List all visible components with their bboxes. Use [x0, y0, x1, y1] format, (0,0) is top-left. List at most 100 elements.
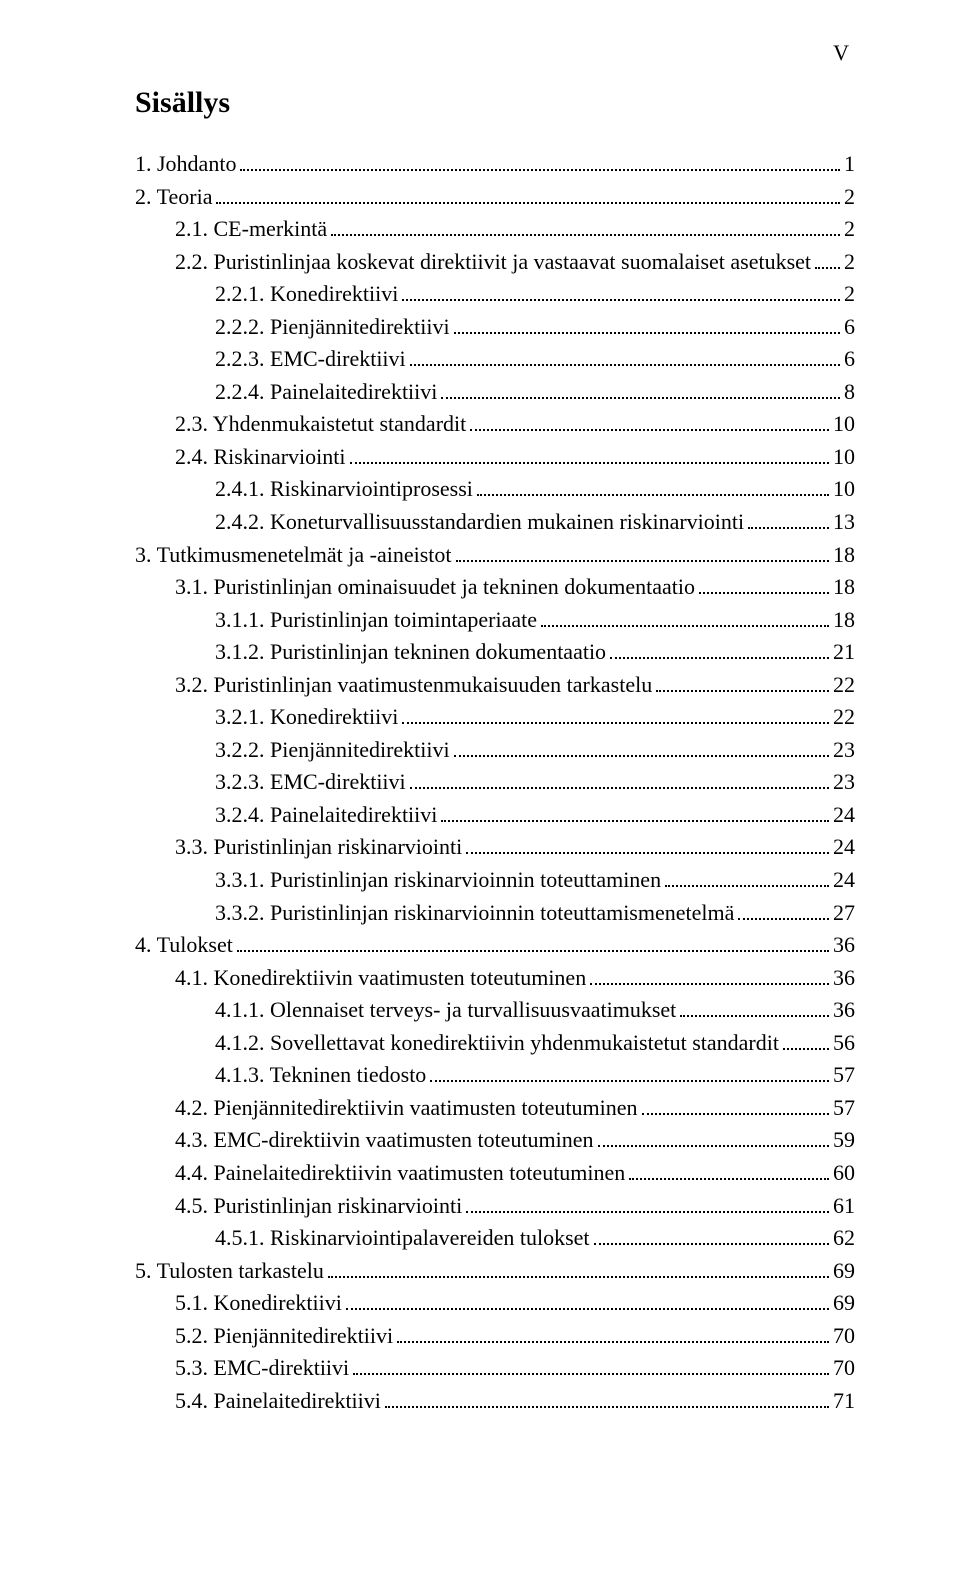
toc-entry-page: 2 [844, 213, 855, 246]
toc-entry-label: 2.2.4. Painelaitedirektiivi [215, 376, 437, 409]
toc-entry-label: 2.1. CE-merkintä [175, 213, 327, 246]
toc-entry-page: 70 [833, 1320, 855, 1353]
toc-entry-page: 6 [844, 343, 855, 376]
toc-leader-dots [470, 410, 829, 432]
toc-entry-label: 3.2.1. Konedirektiivi [215, 701, 398, 734]
toc-leader-dots [353, 1353, 829, 1375]
toc-entry: 4.1.3. Tekninen tiedosto57 [135, 1059, 855, 1092]
toc-entry-page: 2 [844, 278, 855, 311]
toc-leader-dots [541, 605, 829, 627]
toc-entry: 5. Tulosten tarkastelu69 [135, 1255, 855, 1288]
toc-entry: 5.4. Painelaitedirektiivi 71 [135, 1385, 855, 1418]
toc-entry-label: 3.1.1. Puristinlinjan toimintaperiaate [215, 604, 537, 637]
toc-entry-label: 2. Teoria [135, 181, 212, 214]
toc-entry-page: 57 [833, 1059, 855, 1092]
toc-entry: 4.3. EMC-direktiivin vaatimusten toteutu… [135, 1124, 855, 1157]
toc-entry-label: 3.3.2. Puristinlinjan riskinarvioinnin t… [215, 897, 734, 930]
toc-entry: 3.2. Puristinlinjan vaatimustenmukaisuud… [135, 669, 855, 702]
toc-entry-page: 6 [844, 311, 855, 344]
toc-entry-page: 36 [833, 962, 855, 995]
toc-entry-label: 3.1. Puristinlinjan ominaisuudet ja tekn… [175, 571, 695, 604]
toc-entry-page: 59 [833, 1124, 855, 1157]
toc-leader-dots [454, 735, 829, 757]
toc-leader-dots [594, 1223, 829, 1245]
toc-entry-label: 4.4. Painelaitedirektiivin vaatimusten t… [175, 1157, 625, 1190]
toc-leader-dots [699, 572, 829, 594]
toc-entry-label: 5.3. EMC-direktiivi [175, 1352, 349, 1385]
toc-leader-dots [477, 475, 829, 497]
toc-entry: 2.2.1. Konedirektiivi 2 [135, 278, 855, 311]
toc-entry-page: 10 [833, 408, 855, 441]
toc-leader-dots [738, 898, 829, 920]
toc-entry: 3.1.1. Puristinlinjan toimintaperiaate 18 [135, 604, 855, 637]
toc-entry-label: 3.3.1. Puristinlinjan riskinarvioinnin t… [215, 864, 661, 897]
toc-entry: 2.2.3. EMC-direktiivi 6 [135, 343, 855, 376]
toc-entry-page: 1 [844, 148, 855, 181]
toc-leader-dots [680, 995, 829, 1017]
toc-entry: 2.4.2. Koneturvallisuusstandardien mukai… [135, 506, 855, 539]
toc-entry-page: 24 [833, 864, 855, 897]
toc-entry-page: 21 [833, 636, 855, 669]
toc-entry-label: 5.4. Painelaitedirektiivi [175, 1385, 381, 1418]
toc-leader-dots [598, 1126, 829, 1148]
toc-entry-page: 2 [844, 181, 855, 214]
toc-entry: 3.1. Puristinlinjan ominaisuudet ja tekn… [135, 571, 855, 604]
toc-entry: 3. Tutkimusmenetelmät ja -aineistot18 [135, 539, 855, 572]
toc-entry-label: 3.2.2. Pienjännitedirektiivi [215, 734, 450, 767]
toc-entry-page: 23 [833, 766, 855, 799]
toc-leader-dots [397, 1321, 829, 1343]
toc-entry: 3.2.3. EMC-direktiivi23 [135, 766, 855, 799]
toc-entry-page: 61 [833, 1190, 855, 1223]
toc-entry: 3.3.2. Puristinlinjan riskinarvioinnin t… [135, 897, 855, 930]
toc-entry-page: 13 [833, 506, 855, 539]
toc-entry-page: 60 [833, 1157, 855, 1190]
toc-entry-label: 2.4. Riskinarviointi [175, 441, 346, 474]
toc-entry-page: 10 [833, 473, 855, 506]
toc-entry: 5.1. Konedirektiivi69 [135, 1287, 855, 1320]
toc-leader-dots [385, 1386, 829, 1408]
toc-entry: 2.3. Yhdenmukaistetut standardit10 [135, 408, 855, 441]
toc-leader-dots [656, 670, 829, 692]
toc-entry-label: 3.3. Puristinlinjan riskinarviointi [175, 831, 462, 864]
toc-entry-label: 2.2.1. Konedirektiivi [215, 278, 398, 311]
toc-entry-label: 3.2.4. Painelaitedirektiivi [215, 799, 437, 832]
toc-entry: 3.3. Puristinlinjan riskinarviointi24 [135, 831, 855, 864]
toc-entry-label: 3.1.2. Puristinlinjan tekninen dokumenta… [215, 636, 606, 669]
toc-entry-page: 10 [833, 441, 855, 474]
document-page: V Sisällys 1. Johdanto12. Teoria22.1. CE… [0, 0, 960, 1457]
toc-entry-label: 2.2. Puristinlinjaa koskevat direktiivit… [175, 246, 811, 279]
toc-entry-label: 5.1. Konedirektiivi [175, 1287, 342, 1320]
toc-entry-page: 70 [833, 1352, 855, 1385]
toc-leader-dots [402, 703, 829, 725]
toc-entry-label: 2.2.3. EMC-direktiivi [215, 343, 406, 376]
toc-entry-label: 4.1. Konedirektiivin vaatimusten toteutu… [175, 962, 586, 995]
toc-entry-page: 22 [833, 669, 855, 702]
toc-entry-label: 4. Tulokset [135, 929, 233, 962]
toc-leader-dots [466, 1191, 829, 1213]
toc-entry: 3.2.1. Konedirektiivi 22 [135, 701, 855, 734]
toc-entry: 4.4. Painelaitedirektiivin vaatimusten t… [135, 1157, 855, 1190]
toc-entry-page: 22 [833, 701, 855, 734]
toc-entry-label: 3.2. Puristinlinjan vaatimustenmukaisuud… [175, 669, 652, 702]
toc-entry-label: 2.2.2. Pienjännitedirektiivi [215, 311, 450, 344]
toc-entry-page: 18 [833, 604, 855, 637]
toc-leader-dots [748, 507, 829, 529]
toc-entry-page: 62 [833, 1222, 855, 1255]
toc-entry-label: 1. Johdanto [135, 148, 236, 181]
toc-entry: 5.2. Pienjännitedirektiivi70 [135, 1320, 855, 1353]
toc-leader-dots [610, 637, 829, 659]
toc-leader-dots [237, 930, 829, 952]
toc-entry: 2.4. Riskinarviointi 10 [135, 441, 855, 474]
toc-entry-page: 71 [833, 1385, 855, 1418]
toc-entry: 3.3.1. Puristinlinjan riskinarvioinnin t… [135, 864, 855, 897]
toc-entry-page: 69 [833, 1255, 855, 1288]
page-title: Sisällys [135, 86, 855, 120]
toc-leader-dots [454, 312, 840, 334]
toc-entry: 1. Johdanto 1 [135, 148, 855, 181]
toc-leader-dots [331, 214, 840, 236]
toc-entry: 4.1.1. Olennaiset terveys- ja turvallisu… [135, 994, 855, 1027]
toc-entry-label: 2.4.1. Riskinarviointiprosessi [215, 473, 473, 506]
toc-leader-dots [466, 833, 829, 855]
toc-leader-dots [410, 768, 829, 790]
toc-entry-page: 57 [833, 1092, 855, 1125]
